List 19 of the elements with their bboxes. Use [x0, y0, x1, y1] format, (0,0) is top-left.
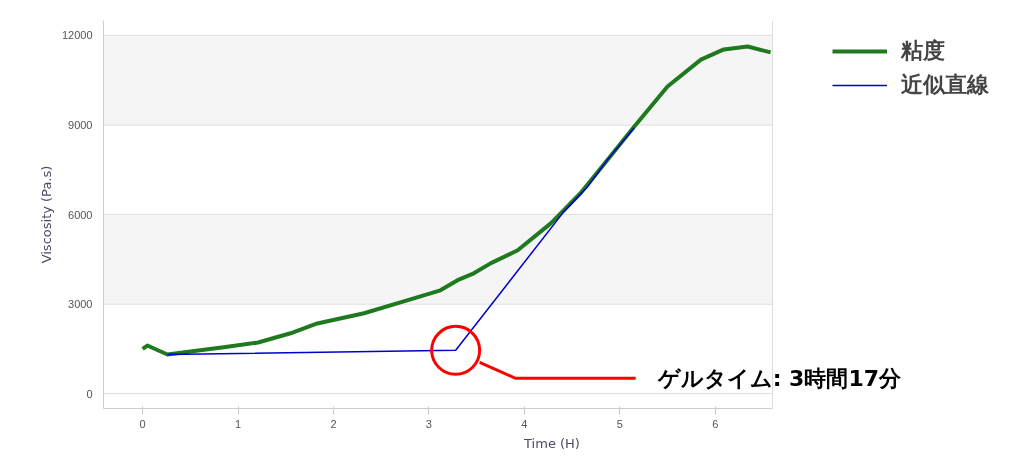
line-series [166, 126, 635, 356]
y-tick-label: 9000 [68, 118, 93, 131]
y-tick-label: 6000 [68, 208, 93, 221]
legend-label: 粘度 [901, 37, 945, 65]
x-tick-label: 4 [521, 417, 528, 430]
legend-label: 近似直線 [901, 71, 989, 99]
line-series [140, 44, 773, 357]
y-axis-title: Viscosity (Pa.s) [38, 165, 54, 264]
x-axis-title: Time (H) [523, 435, 580, 451]
x-tick-label: 3 [425, 417, 432, 430]
x-tick-label: 0 [139, 417, 146, 430]
y-tick-label: 12000 [61, 29, 93, 42]
x-tick-label: 6 [712, 417, 719, 430]
x-tick-label: 1 [235, 417, 242, 430]
y-tick-label: 0 [86, 387, 93, 400]
x-tick-label: 5 [616, 417, 623, 430]
y-tick-label: 3000 [68, 298, 93, 311]
annotation: ゲルタイム: 3時間17分 [656, 365, 903, 391]
x-tick-label: 2 [330, 417, 337, 430]
